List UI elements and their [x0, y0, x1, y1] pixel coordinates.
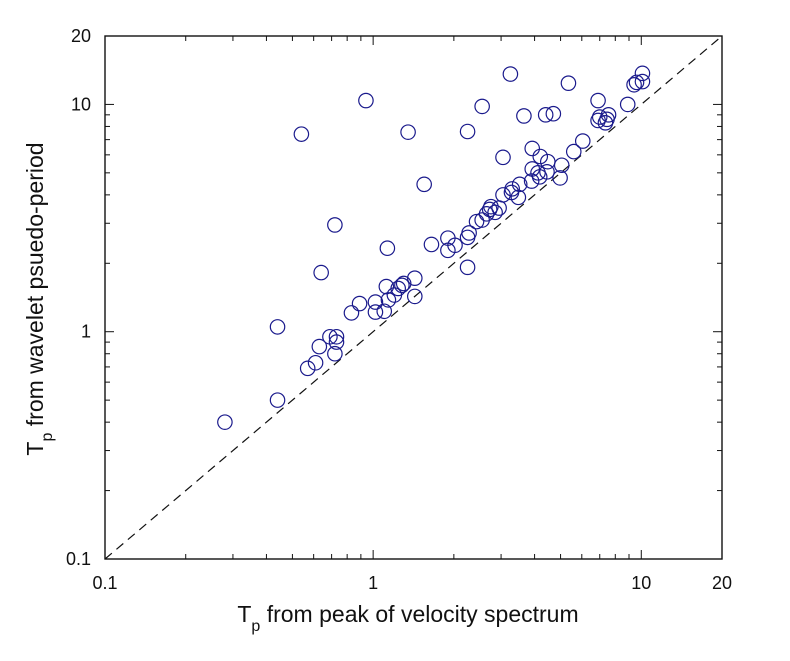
- data-point: [483, 198, 499, 215]
- data-point: [378, 278, 395, 295]
- data-point: [367, 304, 384, 320]
- data-point: [406, 288, 423, 305]
- data-point: [461, 225, 477, 241]
- data-point: [539, 164, 555, 180]
- x-tick-label: 20: [712, 573, 732, 593]
- y-tick-label: 20: [71, 26, 91, 46]
- data-point: [217, 414, 233, 430]
- data-point: [474, 98, 490, 115]
- data-point: [379, 240, 396, 257]
- data-point: [395, 275, 412, 292]
- data-point: [459, 259, 476, 276]
- data-point: [524, 140, 541, 157]
- data-point: [516, 108, 532, 124]
- data-point: [552, 170, 568, 186]
- data-point: [502, 66, 519, 82]
- data-point: [560, 75, 577, 91]
- data-point: [313, 264, 329, 281]
- data-point: [523, 173, 540, 189]
- data-point: [307, 354, 324, 371]
- data-point: [574, 133, 591, 149]
- data-point: [591, 109, 608, 125]
- data-point: [327, 345, 343, 362]
- data-point: [299, 360, 316, 377]
- data-point: [351, 295, 368, 312]
- data-point: [269, 392, 286, 408]
- data-point: [511, 176, 528, 193]
- data-point: [510, 189, 527, 206]
- x-tick-label: 10: [631, 573, 651, 593]
- data-point: [327, 217, 343, 233]
- data-point: [495, 187, 511, 203]
- y-tick-label: 10: [71, 94, 91, 114]
- data-point: [328, 328, 345, 345]
- data-point: [545, 105, 562, 122]
- data-point: [565, 143, 582, 160]
- data-point: [600, 107, 617, 123]
- data-point: [495, 149, 511, 166]
- data-point: [626, 76, 642, 93]
- data-point: [293, 126, 310, 142]
- y-tick-label: 1: [81, 322, 91, 342]
- data-point: [358, 92, 374, 109]
- x-axis-label: Tp from peak of velocity spectrum: [237, 601, 578, 635]
- y-axis-label: Tp from wavelet psuedo-period: [22, 142, 56, 455]
- data-point: [487, 204, 503, 221]
- data-point: [619, 96, 636, 113]
- data-point: [380, 292, 397, 308]
- x-tick-label: 1: [368, 573, 378, 593]
- data-point: [328, 334, 345, 350]
- data-point: [343, 305, 360, 321]
- data-point: [269, 319, 286, 335]
- data-point: [590, 112, 606, 129]
- data-point: [468, 213, 485, 230]
- data-point: [406, 270, 423, 286]
- data-point: [634, 65, 651, 82]
- data-point: [400, 124, 416, 140]
- data-point: [447, 237, 463, 254]
- data-point: [416, 176, 432, 193]
- data-point: [537, 107, 554, 123]
- data-point: [553, 157, 570, 174]
- data-point: [367, 294, 384, 310]
- data-point: [376, 303, 393, 320]
- data-point: [504, 181, 520, 197]
- x-tick-label: 0.1: [92, 573, 117, 593]
- plot-frame: [104, 35, 723, 560]
- data-point: [311, 338, 328, 355]
- marker-layer: [217, 65, 651, 430]
- data-point: [390, 280, 406, 297]
- plot-area-border: [104, 35, 723, 560]
- data-point: [459, 123, 476, 140]
- data-point: [628, 74, 645, 91]
- tick-layer: 0.1 1 10 20 0.1 1 10 20: [66, 26, 732, 593]
- data-point: [423, 236, 440, 253]
- data-point: [394, 277, 410, 294]
- data-point: [634, 73, 651, 90]
- data-point: [590, 92, 606, 109]
- y-tick-label: 0.1: [66, 549, 91, 569]
